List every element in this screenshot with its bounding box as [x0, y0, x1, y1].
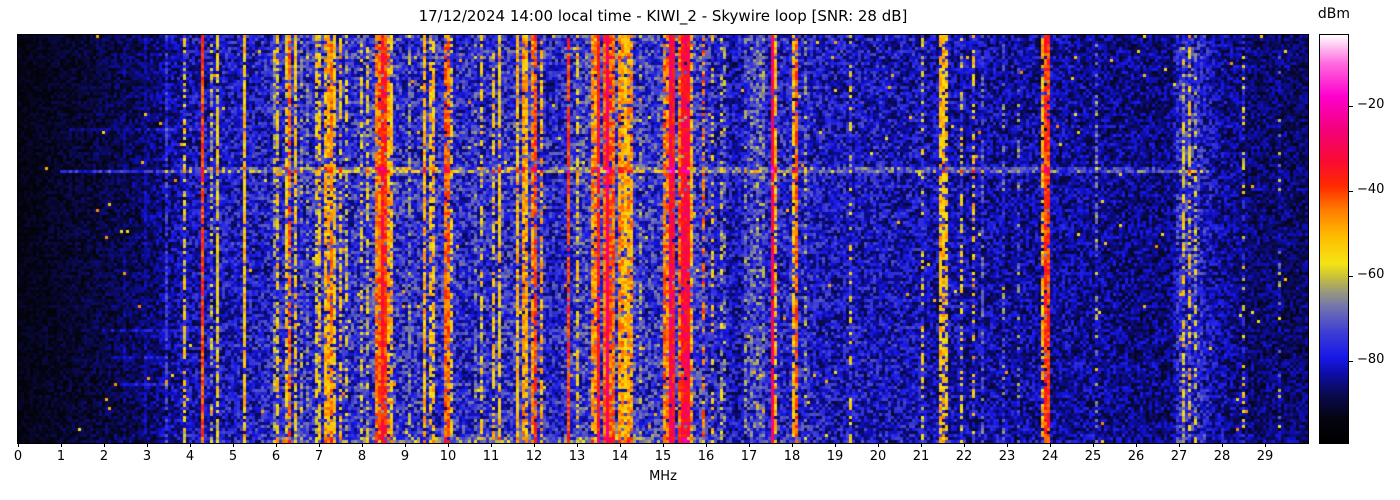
x-tick-label: 28: [1213, 449, 1231, 464]
x-tick-label: 18: [783, 449, 801, 464]
x-tick-mark: [1049, 443, 1051, 447]
x-tick-mark: [17, 443, 19, 447]
x-tick-label: 1: [56, 449, 66, 464]
x-tick-mark: [103, 443, 105, 447]
x-tick-label: 13: [568, 449, 586, 464]
x-tick-label: 25: [1084, 449, 1102, 464]
x-tick-label: 14: [611, 449, 629, 464]
x-tick-mark: [1092, 443, 1094, 447]
x-tick-label: 26: [1127, 449, 1145, 464]
x-tick-mark: [748, 443, 750, 447]
x-tick-label: 16: [697, 449, 715, 464]
x-tick-label: 29: [1256, 449, 1274, 464]
x-tick-mark: [920, 443, 922, 447]
x-tick-mark: [791, 443, 793, 447]
x-tick-label: 9: [400, 449, 410, 464]
x-tick-mark: [533, 443, 535, 447]
x-tick-label: 15: [654, 449, 672, 464]
colorbar-tick-label: −20: [1357, 97, 1385, 113]
x-tick-label: 23: [998, 449, 1016, 464]
colorbar: [1319, 34, 1349, 444]
colorbar-tick-label: −40: [1357, 182, 1385, 198]
x-tick-mark: [232, 443, 234, 447]
x-tick-mark: [60, 443, 62, 447]
x-tick-mark: [361, 443, 363, 447]
x-tick-label: 17: [740, 449, 758, 464]
x-tick-label: 0: [13, 449, 23, 464]
x-tick-label: 2: [99, 449, 109, 464]
x-tick-mark: [963, 443, 965, 447]
x-tick-label: 7: [314, 449, 324, 464]
x-tick-mark: [576, 443, 578, 447]
x-tick-label: 10: [439, 449, 457, 464]
colorbar-tick-mark: [1349, 276, 1353, 278]
x-tick-label: 8: [357, 449, 367, 464]
colorbar-tick-mark: [1349, 191, 1353, 193]
x-tick-mark: [447, 443, 449, 447]
x-tick-mark: [189, 443, 191, 447]
x-tick-mark: [1178, 443, 1180, 447]
x-tick-mark: [619, 443, 621, 447]
x-tick-mark: [662, 443, 664, 447]
x-tick-mark: [1006, 443, 1008, 447]
colorbar-tick-mark: [1349, 361, 1353, 363]
colorbar-tick-label: −60: [1357, 267, 1385, 283]
x-tick-label: 19: [826, 449, 844, 464]
x-tick-mark: [834, 443, 836, 447]
plot-area: [17, 34, 1309, 444]
x-tick-label: 11: [482, 449, 500, 464]
x-tick-label: 12: [525, 449, 543, 464]
x-tick-label: 5: [228, 449, 238, 464]
x-tick-label: 3: [142, 449, 152, 464]
plot-title: 17/12/2024 14:00 local time - KIWI_2 - S…: [418, 7, 908, 25]
x-tick-label: 21: [912, 449, 930, 464]
x-tick-label: 27: [1170, 449, 1188, 464]
colorbar-tick-mark: [1349, 106, 1353, 108]
x-tick-mark: [146, 443, 148, 447]
x-tick-mark: [404, 443, 406, 447]
x-tick-mark: [275, 443, 277, 447]
x-tick-label: 4: [185, 449, 195, 464]
waterfall-canvas: [18, 35, 1308, 443]
x-tick-mark: [705, 443, 707, 447]
x-tick-label: 22: [955, 449, 973, 464]
x-tick-mark: [490, 443, 492, 447]
x-tick-label: 24: [1041, 449, 1059, 464]
x-tick-mark: [318, 443, 320, 447]
x-axis-label: MHz: [649, 469, 677, 484]
colorbar-label: dBm: [1317, 6, 1351, 22]
x-tick-mark: [1135, 443, 1137, 447]
x-tick-mark: [1264, 443, 1266, 447]
x-tick-label: 6: [271, 449, 281, 464]
x-tick-label: 20: [869, 449, 887, 464]
x-tick-mark: [1221, 443, 1223, 447]
x-tick-mark: [877, 443, 879, 447]
colorbar-tick-label: −80: [1357, 352, 1385, 368]
